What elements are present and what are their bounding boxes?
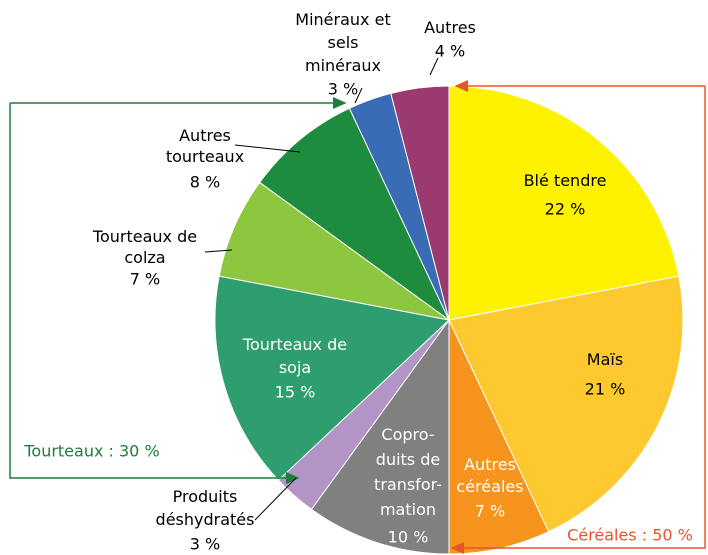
slice-label: Tourteaux de soja (242, 335, 347, 377)
bracket (9, 103, 300, 484)
slice (218, 181, 450, 321)
value-label: 10 % (388, 528, 429, 547)
slice-label: Autres tourteaux (166, 126, 244, 166)
value-label: 8 % (190, 173, 220, 192)
slice (258, 107, 450, 321)
slice-label: Blé tendre (524, 171, 607, 190)
slice (214, 275, 451, 481)
leader-line (204, 249, 233, 253)
slices (214, 85, 684, 555)
leader-line (254, 477, 297, 521)
leader-line (234, 144, 301, 153)
slice-label: Minéraux et sels minéraux (295, 10, 390, 75)
leader-line (429, 57, 439, 76)
slice (448, 275, 684, 533)
value-label: 7 % (130, 270, 160, 289)
slice (448, 85, 680, 321)
value-label: 4 % (435, 42, 465, 61)
slice-label: Copro-duits de transfor-mation (374, 425, 442, 519)
annotation: Tourteaux : 30 % (23, 442, 159, 461)
value-label: 3 % (190, 535, 220, 554)
value-label: 21 % (585, 380, 626, 399)
slice-label: Autres céréales (456, 455, 523, 496)
bracket (450, 86, 706, 554)
value-label: 15 % (275, 383, 316, 402)
slice-label: Produits déshydratés (156, 487, 255, 529)
slice-label: Tourteaux de colza (92, 227, 197, 267)
slice-label: Autres (424, 18, 476, 37)
slice-label: Maïs (587, 350, 623, 369)
value-label: 3 % (328, 80, 358, 99)
leader-line (354, 87, 363, 104)
slice (390, 85, 450, 321)
value-label: 22 % (545, 200, 586, 219)
annotation: Céréales : 50 % (567, 526, 693, 545)
value-label: 7 % (475, 502, 505, 521)
slice (310, 318, 450, 555)
